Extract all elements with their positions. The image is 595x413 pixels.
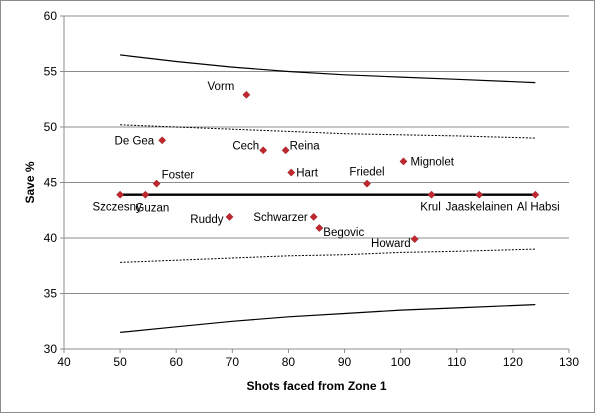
point-label: Al Habsi	[517, 202, 560, 214]
point-schwarzer	[309, 212, 318, 221]
axes: 30 35 40 45 50 55 60 40 50 60 70 80 90 100 110 120 130	[44, 9, 580, 369]
y-tick-label: 50	[44, 120, 58, 134]
x-tick-label: 80	[282, 355, 296, 369]
point-al-habsi	[531, 190, 540, 199]
y-tick-label: 55	[44, 65, 58, 79]
confidence-bounds	[120, 54, 536, 333]
point-label: Foster	[162, 170, 195, 182]
y-tick-label: 30	[44, 342, 58, 356]
point-label: Vorm	[208, 81, 235, 93]
point-begovic	[315, 224, 324, 232]
point-howard	[410, 235, 419, 244]
point-krul	[427, 190, 436, 199]
bound-outer-lower	[120, 304, 536, 333]
point-foster	[152, 179, 161, 188]
x-tick-label: 90	[338, 355, 352, 369]
point-jaaskelainen	[475, 190, 484, 199]
point-label: Szczesny	[93, 202, 142, 214]
x-tick-label: 100	[391, 355, 411, 369]
point-label: Reina	[290, 140, 321, 152]
point-labels: Vorm De Gea Cech Reina Hart Friedel Mignolet Fo…	[93, 81, 560, 250]
point-ruddy	[225, 212, 234, 221]
x-tick-label: 50	[113, 355, 127, 369]
y-tick-label: 35	[44, 287, 58, 301]
y-tick-label: 40	[44, 231, 58, 245]
point-label: Begovic	[323, 227, 364, 239]
point-label: Krul	[420, 202, 440, 214]
point-guzan	[141, 190, 150, 199]
point-label: Guzan	[135, 203, 169, 215]
bound-inner-upper	[120, 124, 536, 139]
point-label: Jaaskelainen	[446, 202, 513, 214]
x-tick-label: 120	[503, 355, 523, 369]
point-label: Howard	[371, 238, 411, 250]
point-friedel	[363, 179, 371, 188]
point-label: Mignolet	[410, 156, 454, 168]
point-label: Hart	[296, 168, 319, 180]
x-tick-label: 60	[170, 355, 184, 369]
point-reina	[281, 146, 290, 155]
y-axis-title: Save %	[23, 161, 37, 203]
point-label: Cech	[232, 140, 259, 152]
x-tick-label: 40	[57, 355, 71, 369]
bound-inner-lower	[120, 248, 536, 263]
x-tick-label: 110	[447, 355, 466, 369]
point-vorm	[242, 90, 251, 99]
grid-lines	[64, 15, 569, 294]
point-hart	[287, 168, 296, 177]
point-label: Schwarzer	[253, 212, 307, 224]
data-points	[116, 90, 540, 244]
x-tick-label: 70	[226, 355, 240, 369]
point-cech	[259, 146, 268, 155]
point-szczesny	[116, 190, 125, 199]
point-label: Ruddy	[190, 214, 223, 226]
point-de-gea	[158, 136, 167, 145]
x-axis-title: Shots faced from Zone 1	[246, 379, 386, 393]
y-tick-label: 45	[44, 176, 58, 190]
bound-outer-upper	[120, 54, 536, 84]
point-label: De Gea	[115, 135, 155, 147]
y-tick-label: 60	[44, 9, 58, 23]
point-mignolet	[399, 157, 408, 166]
x-tick-label: 130	[559, 355, 579, 369]
point-label: Friedel	[349, 167, 384, 179]
